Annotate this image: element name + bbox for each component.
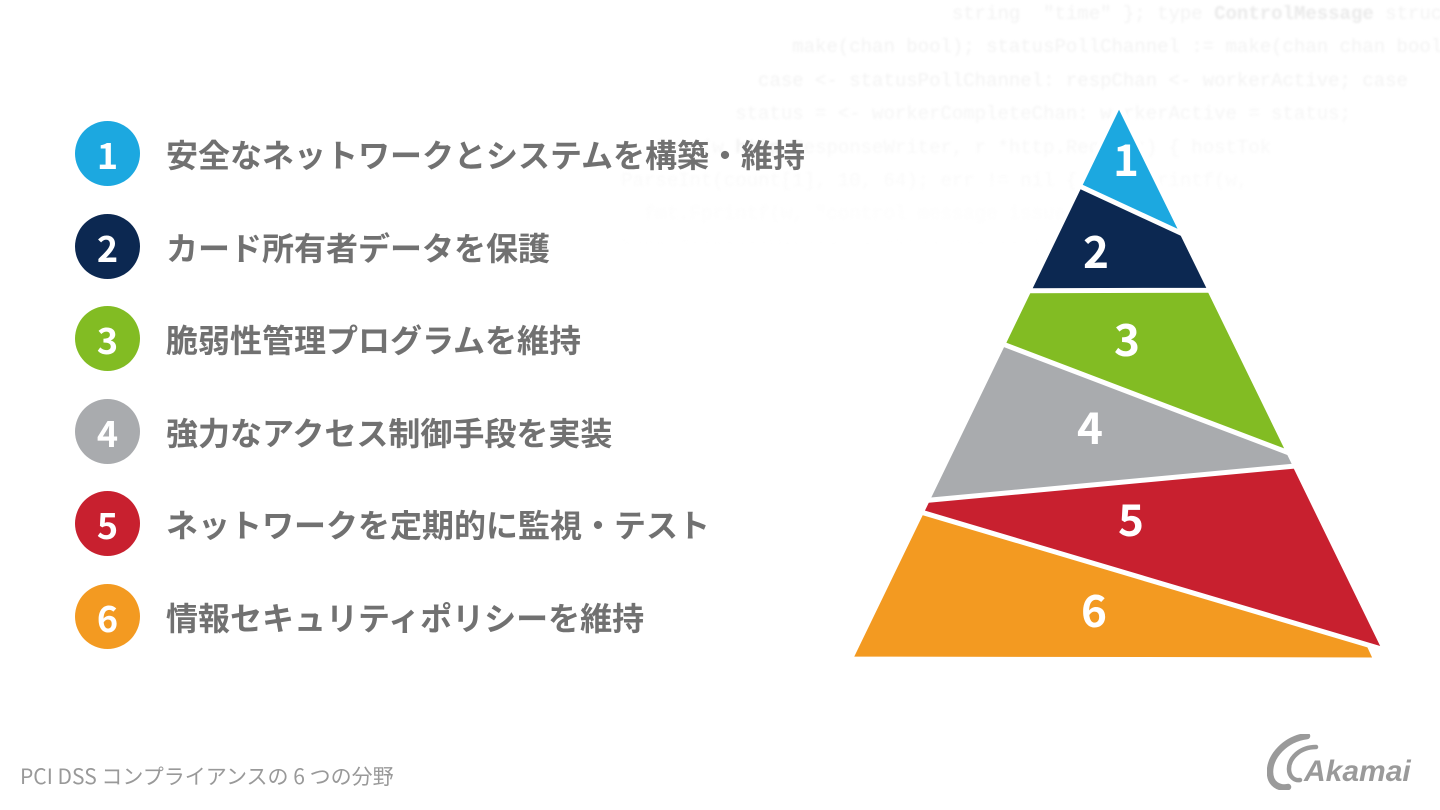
svg-text:5: 5 — [1118, 485, 1144, 549]
svg-text:Akamai: Akamai — [1303, 755, 1411, 788]
svg-text:1: 1 — [1113, 125, 1139, 189]
svg-text:4: 4 — [1077, 393, 1103, 457]
svg-text:6: 6 — [1081, 576, 1107, 640]
svg-text:3: 3 — [1114, 305, 1140, 369]
svg-text:2: 2 — [1083, 217, 1109, 281]
